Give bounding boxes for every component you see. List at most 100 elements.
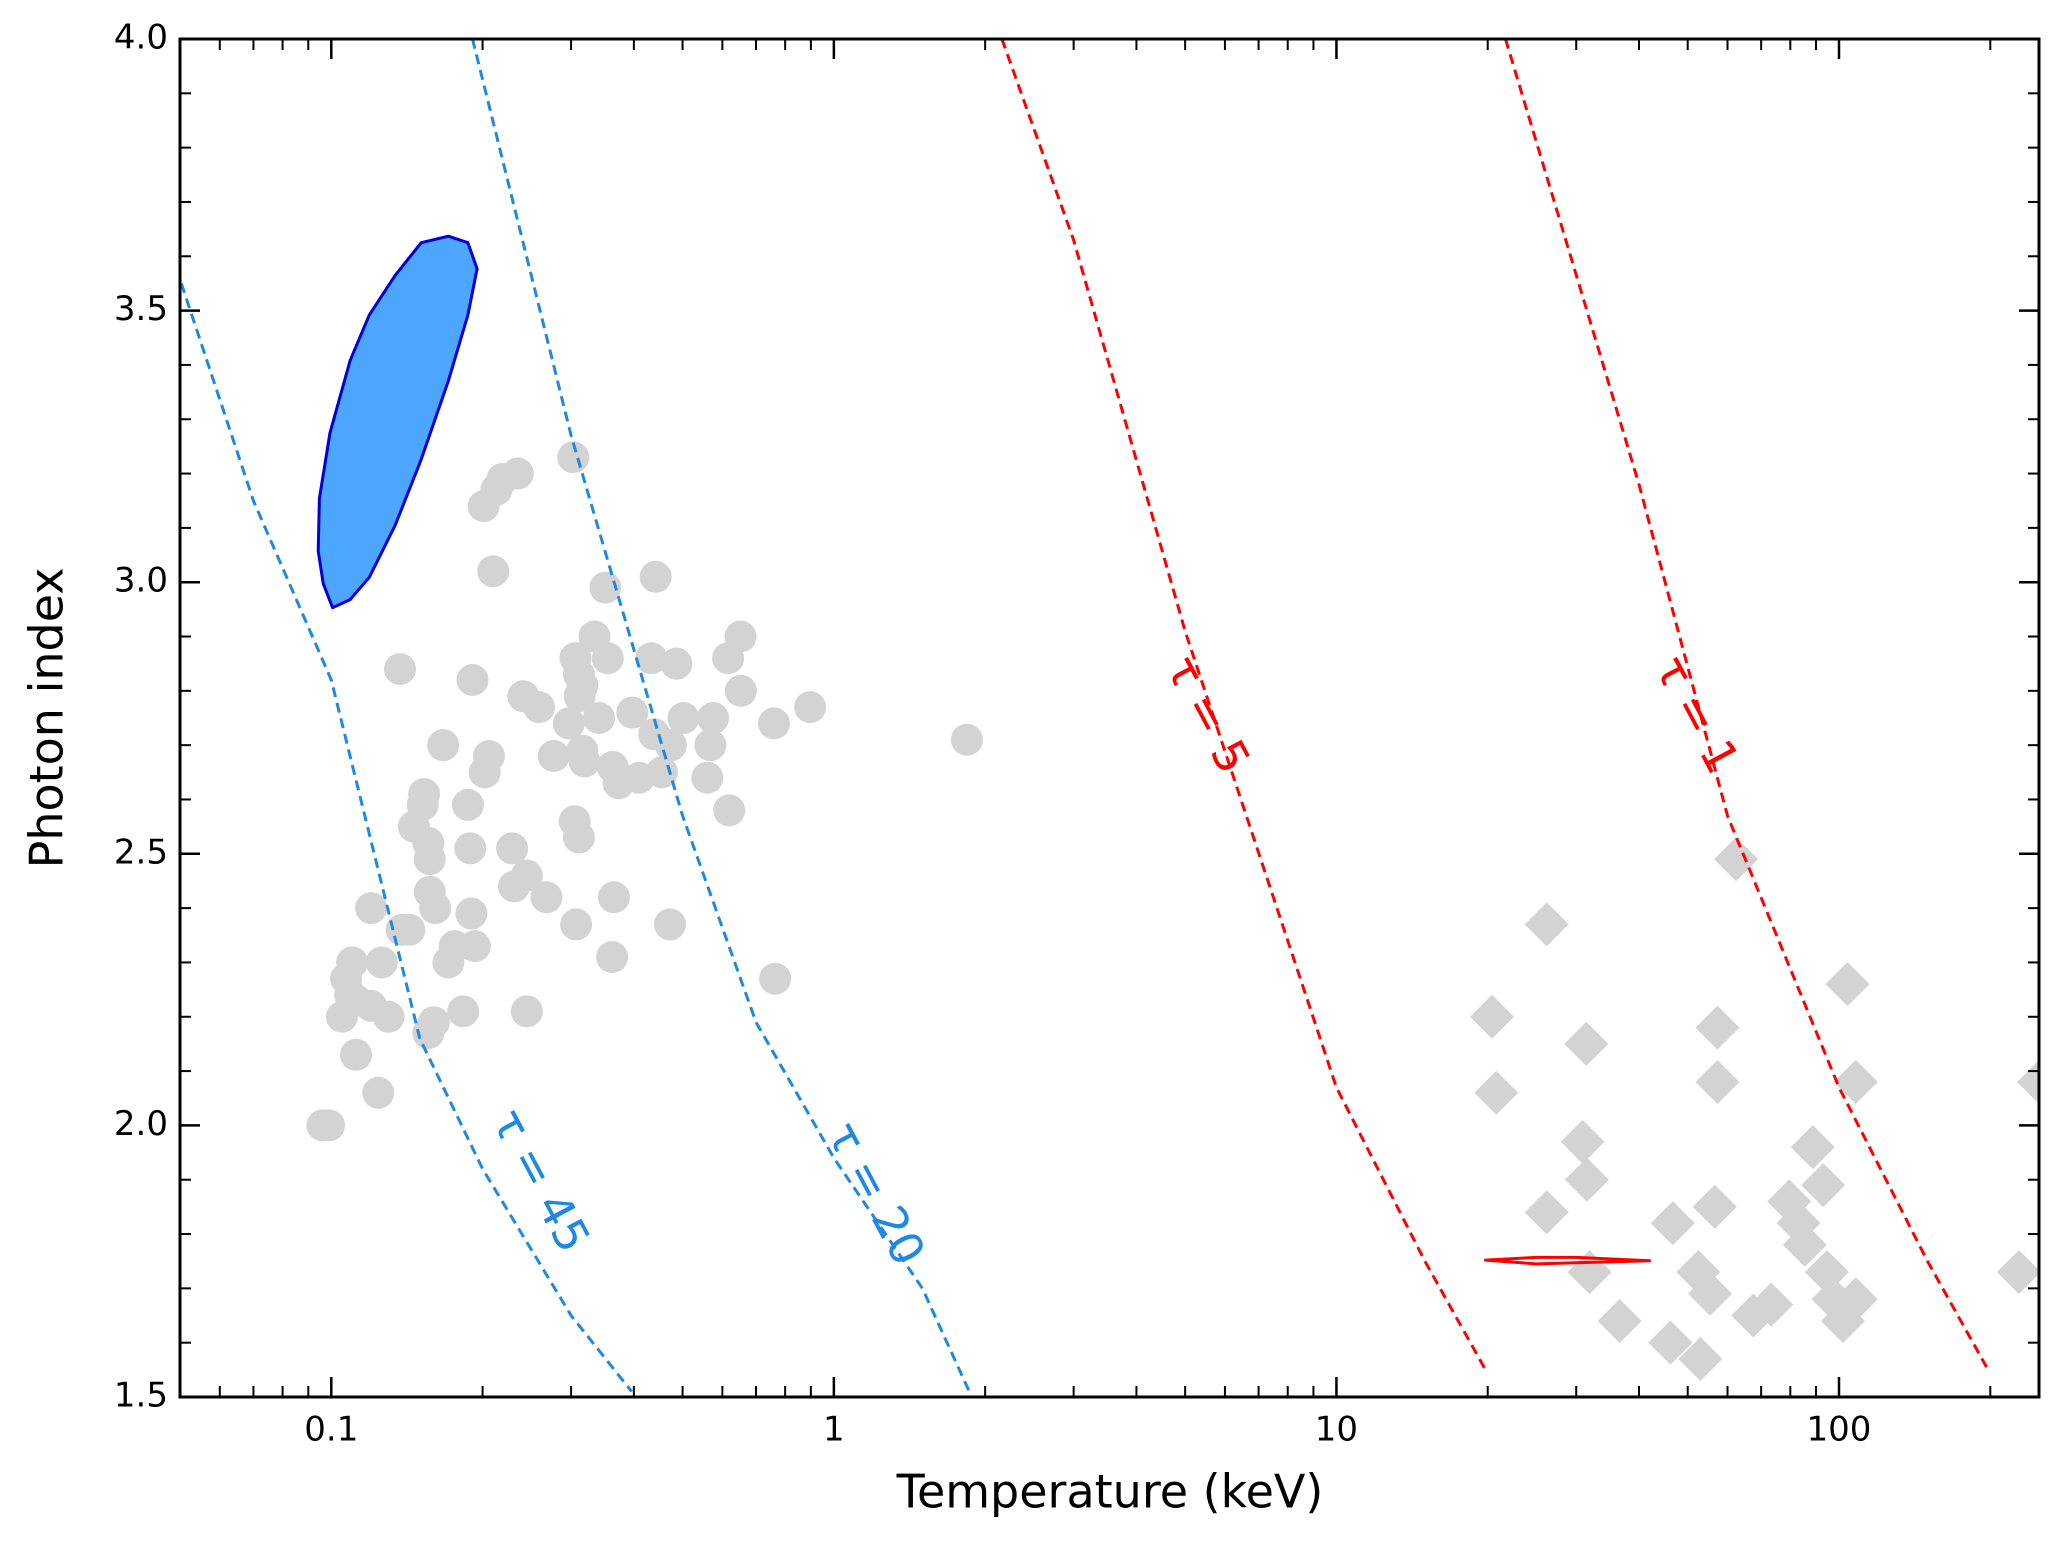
plot-area [180,39,2039,1393]
diamond-point [1714,837,1759,882]
circle-point [639,560,672,593]
circle-point [458,930,491,963]
circle-point [583,702,616,734]
tau-label: τ = 5 [1155,647,1261,782]
circle-point [417,1006,450,1039]
x-tick-label: 10 [1315,1410,1358,1450]
circle-point [597,881,630,914]
circle-point [552,707,585,740]
diamond-point [1650,1201,1695,1246]
diamond-point [1470,994,1515,1039]
circle-point [473,740,506,773]
x-tick-label: 1 [823,1410,845,1450]
circle-point [477,555,510,588]
circle-point [653,908,686,941]
circle-point [510,859,543,892]
circle-point [724,674,757,707]
diamond-point [1524,1190,1569,1235]
diamond-point [1560,1119,1605,1164]
y-tick-label: 3.0 [114,561,168,601]
diamond-point [1597,1298,1642,1343]
circle-point [496,832,529,865]
tau-curve [1000,39,1487,1371]
circle-point [560,908,593,941]
circle-point [393,913,426,946]
circle-point [501,457,534,490]
diamond-point [1524,902,1569,947]
diamond-point [1749,1282,1794,1327]
circle-point [645,756,678,789]
circle-point [355,892,388,925]
circle-point [591,642,624,675]
diamond-point [1782,1222,1827,1267]
circle-point [447,995,480,1028]
circle-point [794,691,827,724]
circle-point [427,729,460,762]
circle-point [950,723,983,756]
diamond-point [1825,962,1870,1007]
contour [316,234,479,610]
diamond-point [1695,1005,1740,1050]
circle-point [596,941,629,974]
circle-point [566,669,599,702]
circle-point [510,995,543,1028]
circle-point [589,571,622,604]
circle-point [694,729,727,762]
tau-label: τ = 1 [1644,647,1750,782]
circle-point [537,740,570,773]
diamond-point [1688,1271,1733,1316]
diamond-point [1833,1059,1878,1104]
diamond-point [1678,1336,1723,1381]
frame [178,37,2041,1399]
x-axis-label: Temperature (keV) [896,1465,1324,1519]
circle-point [530,881,563,914]
diamond-point [1564,1021,1609,1066]
tau-label: τ = 45 [481,1100,601,1261]
circle-point [654,729,687,762]
diamond-point [1790,1125,1835,1170]
circle-point [759,962,792,995]
circle-point [408,778,441,811]
diamond-point [1801,1163,1846,1208]
circle-point [384,653,417,686]
axes: 0.1 1 10 100 1.5 2.0 2.5 3.0 3.5 4.0 τ = 45 τ = 20 τ… [114,18,2039,1450]
y-axis-label: Photon index [20,568,74,869]
circle-point [691,761,724,794]
diamond-point [1648,1320,1693,1365]
circle-point [713,794,746,827]
circle-point [362,1076,395,1109]
y-tick-label: 2.5 [114,832,168,872]
y-tick-label: 4.0 [114,18,168,58]
tau-label: τ = 20 [816,1113,936,1274]
circle-point [562,821,595,854]
tau-curve [1504,39,1990,1371]
circle-point [635,642,668,675]
diamond-point [1692,1184,1737,1229]
tau-curve [180,282,633,1393]
y-tick-label: 2.0 [114,1104,168,1144]
circle-point [340,1038,373,1071]
circle-point [451,788,484,821]
circle-point [365,946,398,979]
diamond-point [1996,1250,2039,1295]
circle-point [724,620,757,653]
circle-point [456,663,489,696]
diamond-point [1695,1059,1740,1104]
contour [1484,1255,1652,1266]
y-tick-label: 3.5 [114,289,168,329]
circle-point [616,696,649,729]
x-tick-label: 100 [1807,1410,1872,1450]
circle-point [455,897,488,930]
circle-point [336,946,369,979]
diamond-point [1564,1157,1609,1202]
circle-point [667,702,700,734]
circle-point [757,707,790,740]
circle-point [660,647,693,680]
x-tick-label: 0.1 [304,1410,358,1450]
circle-point [566,734,599,767]
circle-point [340,984,373,1017]
circle-point [523,691,556,724]
circle-point [413,875,446,908]
